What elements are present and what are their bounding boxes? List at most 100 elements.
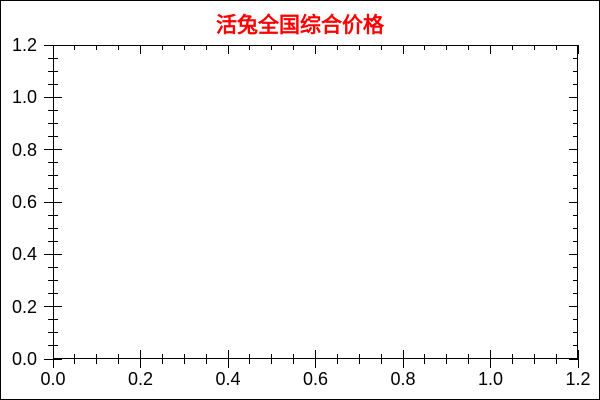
x-minor-tick — [205, 354, 207, 364]
x-minor-tick-top — [271, 45, 273, 50]
plot-area — [53, 45, 578, 359]
x-minor-tick — [161, 354, 163, 364]
x-minor-tick — [358, 354, 360, 364]
y-minor-tick — [48, 175, 58, 177]
y-minor-tick — [48, 332, 58, 334]
y-minor-tick-right — [573, 227, 578, 229]
x-minor-tick — [118, 354, 120, 364]
x-minor-tick-top — [424, 45, 426, 50]
y-minor-tick — [48, 57, 58, 59]
y-major-tick-right — [569, 306, 578, 308]
x-major-tick — [140, 350, 141, 368]
y-minor-tick — [48, 266, 58, 268]
x-minor-tick — [74, 354, 76, 364]
x-minor-tick — [380, 354, 382, 364]
x-major-tick-top — [52, 45, 54, 54]
x-minor-tick — [183, 354, 185, 364]
y-tick-label: 0.6 — [11, 192, 37, 212]
x-minor-tick — [511, 354, 513, 364]
x-tick-label: 1.0 — [477, 369, 504, 389]
x-major-tick-top — [227, 45, 229, 54]
x-minor-tick-top — [358, 45, 360, 50]
x-minor-tick-top — [468, 45, 470, 50]
y-major-tick — [44, 306, 62, 308]
y-tick-label: 0.8 — [11, 139, 37, 160]
x-major-tick-top — [490, 45, 491, 54]
y-minor-tick-right — [573, 345, 578, 347]
x-minor-tick-top — [336, 45, 338, 50]
y-minor-tick — [48, 70, 58, 72]
y-minor-tick — [48, 293, 58, 295]
x-minor-tick-top — [293, 45, 295, 50]
y-tick-label: 1.0 — [11, 87, 37, 108]
x-major-tick-top — [315, 45, 316, 54]
y-minor-tick — [48, 280, 58, 281]
y-major-tick-right — [569, 253, 578, 255]
y-major-tick — [44, 149, 62, 151]
x-tick-label: 1.2 — [565, 369, 591, 389]
y-tick-label: 1.2 — [11, 35, 37, 55]
x-minor-tick — [293, 354, 295, 364]
x-minor-tick — [468, 354, 470, 364]
y-major-tick-right — [569, 96, 578, 98]
x-tick-label: 0.6 — [302, 369, 329, 389]
y-minor-tick — [48, 345, 58, 347]
x-major-tick-top — [577, 45, 579, 54]
y-minor-tick — [48, 109, 58, 111]
y-major-tick — [44, 201, 62, 203]
x-minor-tick-top — [205, 45, 207, 50]
x-minor-tick-top — [118, 45, 120, 50]
y-tick-label: 0.0 — [11, 349, 37, 369]
x-minor-tick-top — [555, 45, 557, 50]
x-major-tick — [577, 350, 579, 368]
y-minor-tick — [48, 227, 58, 229]
y-major-tick — [44, 44, 62, 46]
y-minor-tick — [48, 214, 58, 216]
x-tick-label: 0.8 — [390, 369, 416, 389]
y-minor-tick — [48, 136, 58, 138]
y-minor-tick-right — [573, 319, 578, 321]
x-minor-tick — [271, 354, 273, 364]
y-minor-tick-right — [573, 136, 578, 138]
x-minor-tick-top — [380, 45, 382, 50]
y-minor-tick-right — [573, 188, 578, 190]
y-minor-tick-right — [573, 293, 578, 295]
y-minor-tick — [48, 240, 58, 242]
y-minor-tick-right — [573, 175, 578, 177]
x-minor-tick-top — [533, 45, 535, 50]
chart-title: 活兔全国综合价格 — [216, 14, 384, 37]
y-major-tick — [44, 358, 62, 360]
y-minor-tick-right — [573, 266, 578, 268]
x-minor-tick — [555, 354, 557, 364]
x-minor-tick — [446, 354, 448, 364]
y-major-tick — [44, 253, 62, 255]
x-minor-tick — [336, 354, 338, 364]
y-minor-tick-right — [573, 109, 578, 111]
x-major-tick-top — [140, 45, 141, 54]
y-major-tick — [44, 96, 62, 98]
y-minor-tick-right — [573, 70, 578, 72]
y-major-tick-right — [569, 44, 578, 46]
y-minor-tick-right — [573, 83, 578, 85]
x-tick-label: 0.0 — [40, 369, 66, 389]
x-minor-tick — [249, 354, 251, 364]
y-major-tick-right — [569, 201, 578, 203]
x-major-tick — [227, 350, 229, 368]
x-minor-tick-top — [161, 45, 163, 50]
x-major-tick — [490, 350, 491, 368]
y-tick-label: 0.2 — [11, 296, 37, 317]
x-minor-tick — [533, 354, 535, 364]
x-major-tick-top — [402, 45, 404, 54]
x-minor-tick-top — [96, 45, 98, 50]
x-minor-tick-top — [249, 45, 251, 50]
y-minor-tick — [48, 83, 58, 85]
x-minor-tick-top — [511, 45, 513, 50]
y-minor-tick — [48, 162, 58, 164]
x-minor-tick — [96, 354, 98, 364]
y-minor-tick-right — [573, 162, 578, 164]
y-minor-tick-right — [573, 332, 578, 334]
y-minor-tick — [48, 319, 58, 321]
y-tick-label: 0.4 — [11, 244, 37, 265]
y-minor-tick-right — [573, 240, 578, 242]
